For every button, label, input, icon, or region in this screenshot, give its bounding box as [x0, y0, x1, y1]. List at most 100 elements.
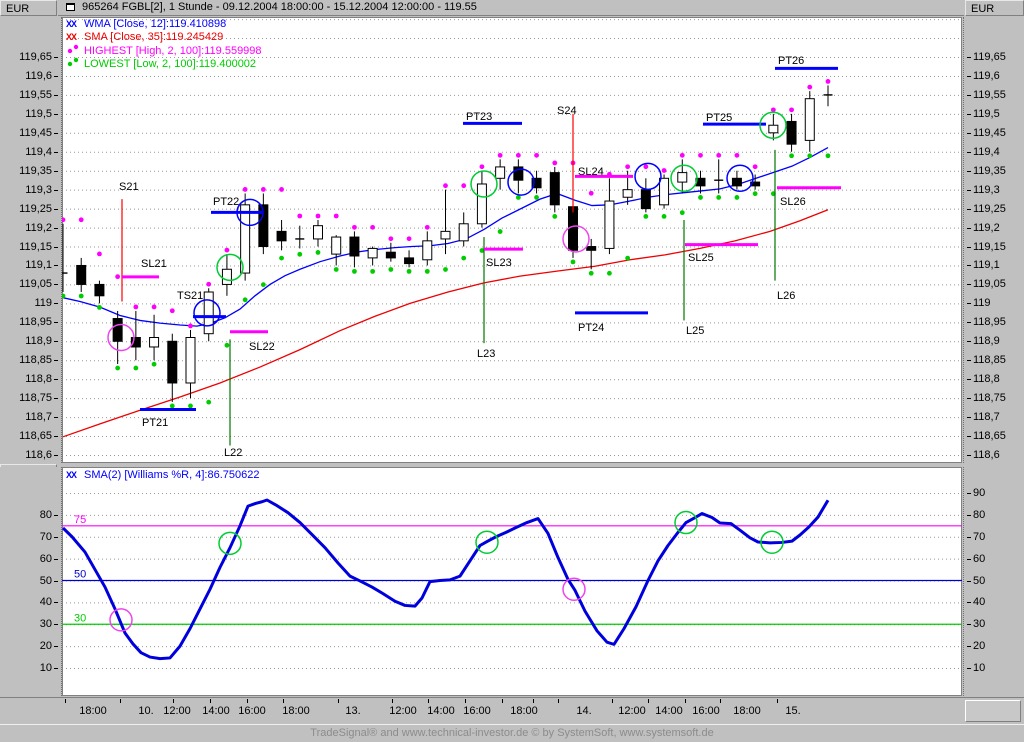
price-tick-mark: [54, 341, 58, 343]
highest-dot: [461, 183, 467, 189]
stoploss-label-SL24: SL24: [578, 166, 604, 178]
price-tick-mark: [967, 75, 971, 77]
price-chart-canvas[interactable]: S21 S24 L22 L23 L25 L26 PT21 TS21 PT22 PT23 PT24 PT…: [62, 17, 962, 463]
time-tick-mark: [283, 699, 284, 703]
signal-label-S24: S24: [557, 105, 577, 117]
price-tick-mark: [967, 113, 971, 115]
price-tick-mark: [967, 170, 971, 172]
time-tick-label: 14.: [576, 705, 592, 717]
time-tick-label: 18:00: [733, 705, 761, 717]
marker-circle-green: [759, 111, 787, 139]
highest-dot: [679, 152, 685, 158]
oscillator-chart-canvas[interactable]: 75 50 30: [62, 467, 962, 696]
price-tick-label: 119,25: [19, 202, 52, 215]
lowest-dot: [188, 403, 193, 409]
oscillator-tick-label: 10: [973, 662, 986, 674]
highest-dot: [62, 217, 66, 223]
legend-label: LOWEST [Low, 2, 100]:119.400002: [84, 58, 257, 70]
candle-body: [768, 124, 779, 134]
candle-body: [312, 225, 323, 240]
oscillator-tick-mark: [967, 580, 971, 582]
price-tick-label: 119,1: [973, 259, 1000, 272]
price-tick-mark: [54, 57, 58, 58]
target-label-PT21: PT21: [142, 417, 168, 429]
price-tick-label: 119,1: [25, 259, 52, 272]
oscillator-axis-right: 90 80 70 60 50 40 30 20 10: [963, 467, 1024, 696]
price-tick-mark: [54, 284, 58, 286]
marker-circle-blue: [193, 299, 221, 327]
target-label-PT25: PT25: [706, 112, 732, 124]
price-tick-mark: [967, 94, 971, 96]
time-tick-label: 14:00: [427, 705, 455, 717]
lowest-dot: [515, 195, 521, 200]
legend-row: XX SMA [Close, 35]:119.245429: [66, 31, 223, 43]
price-tick-mark: [967, 303, 971, 305]
lowest-dot: [406, 268, 412, 274]
time-tick-label: 18:00: [510, 705, 538, 717]
highest-dot: [315, 213, 321, 219]
time-tick-label: 16:00: [463, 705, 491, 717]
oscillator-tick-label: 50: [973, 574, 986, 587]
lowest-dot: [115, 365, 121, 371]
target-label-PT22: PT22: [213, 196, 239, 208]
oscillator-tick-mark: [54, 514, 58, 516]
signal-label-L23: L23: [477, 348, 495, 360]
lowest-dot: [534, 195, 539, 200]
candle-body: [804, 98, 815, 141]
highest-dot: [497, 152, 503, 158]
price-tick-mark: [967, 151, 971, 153]
price-tick-label: 119,5: [973, 107, 1000, 120]
lowest-dot: [479, 248, 485, 253]
price-tick-label: 118,7: [973, 411, 1000, 424]
price-tick-label: 119,05: [19, 278, 52, 291]
highest-dot: [406, 236, 412, 242]
candle-body: [385, 251, 396, 259]
legend-row: HIGHEST [High, 2, 100]:119.559998: [66, 44, 262, 57]
price-tick-label: 118,8: [973, 373, 1000, 386]
price-tick-label: 118,95: [19, 316, 52, 329]
time-tick-mark: [533, 699, 534, 703]
price-tick-mark: [967, 265, 971, 267]
oscillator-tick-mark: [54, 536, 58, 538]
price-tick-label: 119,5: [25, 107, 52, 120]
price-tick-mark: [54, 265, 58, 267]
time-tick-mark: [720, 699, 721, 703]
lowest-dot: [224, 342, 230, 348]
highest-dot: [588, 190, 594, 196]
price-tick-label: 119,15: [973, 240, 1006, 253]
candle-body: [203, 291, 214, 335]
price-tick-label: 118,65: [19, 430, 52, 443]
highest-dot: [370, 224, 376, 230]
oscillator-tick-mark: [54, 580, 58, 582]
time-tick-mark: [173, 699, 174, 703]
lowest-dot: [443, 267, 448, 272]
candle-body: [731, 177, 742, 187]
candle-body: [185, 336, 196, 384]
zigzag-line-icon: XX: [66, 19, 77, 29]
lowest-dot: [62, 293, 66, 299]
highest-dot: [552, 160, 558, 166]
price-tick-mark: [967, 398, 971, 400]
price-tick-mark: [967, 341, 971, 343]
upper-panel-unit-right: EUR: [965, 0, 1024, 16]
dots-series-icon: [66, 57, 84, 70]
highest-dot: [716, 152, 722, 158]
price-tick-label: 118,6: [25, 449, 52, 461]
wma-12-line: [62, 147, 829, 327]
candles-layer: [62, 85, 833, 402]
price-tick-mark: [54, 170, 58, 172]
candle-body: [786, 120, 797, 145]
legend-label: HIGHEST [High, 2, 100]:119.559998: [84, 45, 262, 57]
price-tick-mark: [967, 208, 971, 210]
price-tick-label: 119,35: [19, 164, 52, 177]
time-tick-mark: [648, 699, 649, 703]
chart-titlebar[interactable]: 965264 FGBL[2], 1 Stunde - 09.12.2004 18…: [58, 0, 964, 16]
time-tick-mark: [392, 699, 393, 703]
lowest-dot: [242, 297, 248, 303]
oscillator-tick-label: 70: [973, 530, 986, 543]
chart-title: 965264 FGBL[2], 1 Stunde - 09.12.2004 18…: [82, 1, 477, 13]
price-tick-mark: [967, 57, 971, 58]
oscillator-tick-label: 40: [39, 596, 52, 609]
target-label-PT26: PT26: [778, 55, 804, 67]
highest-dot: [224, 247, 230, 253]
